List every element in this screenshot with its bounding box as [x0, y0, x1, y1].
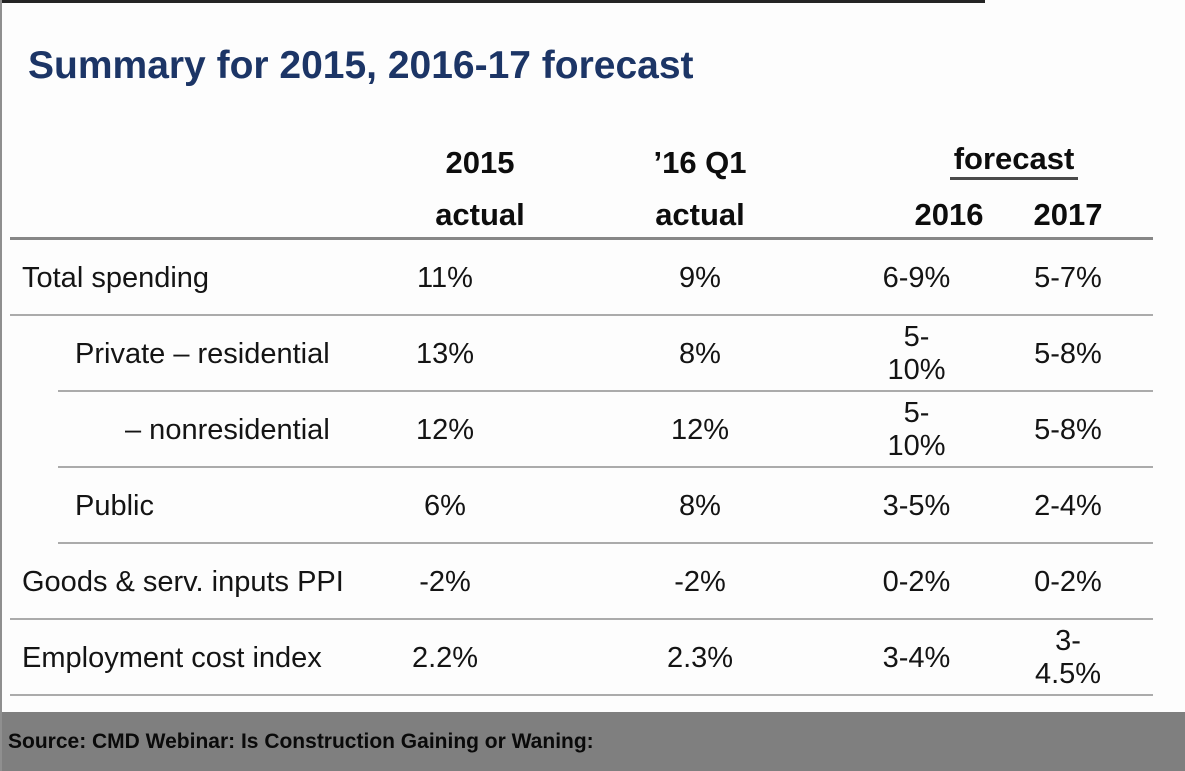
- cell-forecast-2016: 6-9%: [882, 261, 951, 294]
- page-title: Summary for 2015, 2016-17 forecast: [28, 44, 694, 88]
- row-divider: [58, 390, 1153, 392]
- cell-2015-actual: 2.2%: [411, 641, 479, 674]
- header-forecast-2016: 2016: [914, 196, 984, 232]
- header-2015: 2015: [445, 144, 515, 180]
- cell-forecast-2016: 3-5%: [882, 489, 951, 522]
- table-header-row: 2015 actual ’16 Q1 actual forecast 2016 …: [10, 130, 1153, 240]
- table-row-private-nonresidential: – nonresidential 12% 12% 5-10% 5-8%: [10, 392, 1153, 468]
- slide-top-border: [0, 0, 985, 3]
- cell-16q1-actual: 12%: [670, 413, 730, 446]
- table-row-public: Public 6% 8% 3-5% 2-4%: [10, 468, 1153, 544]
- cell-16q1-actual: 8%: [679, 337, 721, 370]
- cell-16q1-actual: 2.3%: [666, 641, 734, 674]
- cell-forecast-2016: 3-4%: [882, 641, 951, 674]
- row-divider: [10, 314, 1153, 316]
- row-divider: [10, 694, 1153, 696]
- row-label: Employment cost index: [22, 641, 322, 674]
- cell-forecast-2016: 0-2%: [882, 565, 951, 598]
- cell-16q1-actual: -2%: [674, 565, 726, 598]
- header-16q1-actual: actual: [655, 196, 745, 232]
- row-label: Private – residential: [75, 337, 330, 370]
- table-row-employment-cost-index: Employment cost index 2.2% 2.3% 3-4% 3-4…: [10, 620, 1153, 696]
- header-forecast-2017: 2017: [1033, 196, 1103, 232]
- cell-2015-actual: 11%: [417, 261, 473, 294]
- cell-forecast-2017: 0-2%: [1034, 565, 1102, 598]
- cell-2015-actual: 13%: [415, 337, 475, 370]
- cell-forecast-2017: 3-4.5%: [1034, 625, 1102, 690]
- slide-left-border: [0, 0, 2, 771]
- row-label: – nonresidential: [125, 413, 330, 446]
- table-row-private-residential: Private – residential 13% 8% 5-10% 5-8%: [10, 316, 1153, 392]
- row-label: Public: [75, 489, 154, 522]
- row-label: Total spending: [22, 261, 210, 294]
- cell-2015-actual: 12%: [415, 413, 475, 446]
- cell-forecast-2017: 5-8%: [1034, 413, 1102, 446]
- cell-16q1-actual: 8%: [679, 489, 721, 522]
- row-divider: [10, 618, 1153, 620]
- source-text: Source: CMD Webinar: Is Construction Gai…: [8, 729, 594, 753]
- table-row-goods-serv-inputs-ppi: Goods & serv. inputs PPI -2% -2% 0-2% 0-…: [10, 544, 1153, 620]
- cell-16q1-actual: 9%: [679, 261, 721, 294]
- summary-table: 2015 actual ’16 Q1 actual forecast 2016 …: [10, 130, 1153, 696]
- cell-forecast-2017: 2-4%: [1034, 489, 1102, 522]
- cell-2015-actual: -2%: [419, 565, 471, 598]
- table-row-total-spending: Total spending 11% 9% 6-9% 5-7%: [10, 240, 1153, 316]
- cell-forecast-2016: 5-10%: [887, 397, 946, 462]
- row-divider: [58, 466, 1153, 468]
- header-forecast: forecast: [875, 141, 1153, 182]
- cell-2015-actual: 6%: [424, 489, 466, 522]
- row-divider: [58, 542, 1153, 544]
- cell-forecast-2016: 5-10%: [887, 321, 946, 386]
- row-label: Goods & serv. inputs PPI: [22, 565, 344, 598]
- source-footer-bar: Source: CMD Webinar: Is Construction Gai…: [0, 712, 1185, 771]
- header-16q1: ’16 Q1: [653, 144, 747, 180]
- cell-forecast-2017: 5-8%: [1034, 337, 1102, 370]
- header-2015-actual: actual: [435, 196, 525, 232]
- cell-forecast-2017: 5-7%: [1034, 261, 1102, 294]
- forecast-underlined-label: forecast: [949, 141, 1079, 180]
